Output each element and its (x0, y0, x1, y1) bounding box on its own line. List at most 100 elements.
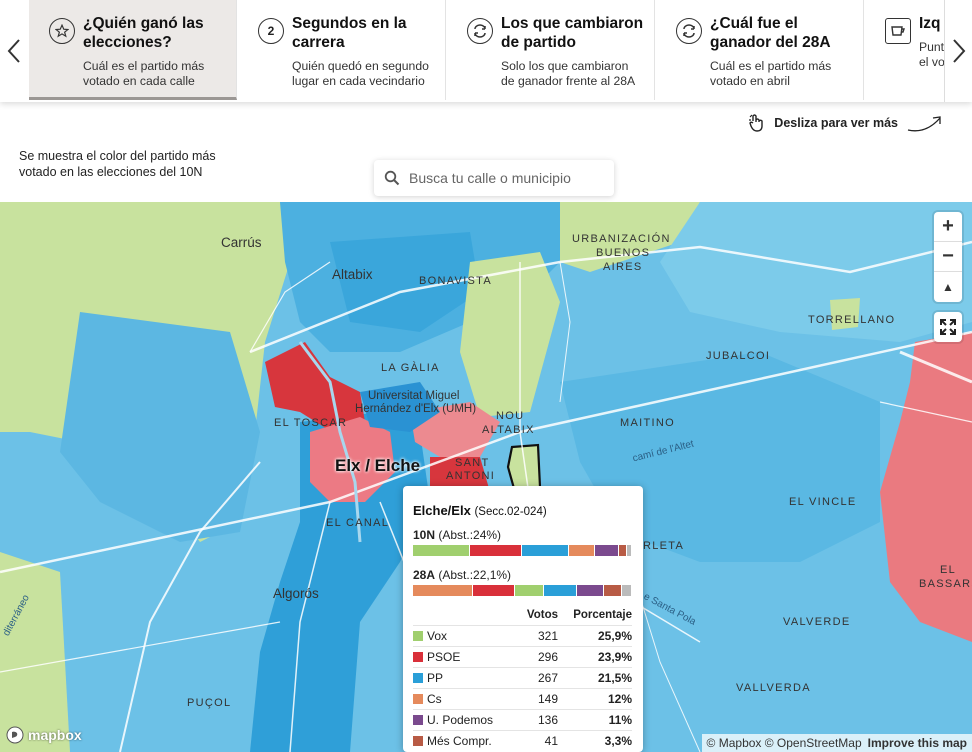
search-box[interactable] (374, 160, 614, 196)
bar-segment (413, 545, 470, 556)
party-percentage: 25,9% (558, 625, 632, 647)
place-label: ALTABIX (482, 424, 535, 436)
attribution-text[interactable]: © Mapbox © OpenStreetMap (706, 736, 862, 750)
search-input[interactable] (409, 170, 599, 186)
tab-description: Punt el vo (919, 40, 945, 69)
bar-segment (595, 545, 620, 556)
tab-title: Izq (919, 15, 941, 32)
tab-title: Segundos en la carrera (292, 15, 407, 51)
city-label: Elx / Elche (335, 456, 421, 475)
table-row: Cs 149 12% (413, 688, 632, 710)
party-name: Cs (427, 688, 517, 710)
place-label: AIRES (603, 261, 643, 273)
bar-segment (619, 545, 627, 556)
party-name: PP (427, 667, 517, 689)
bar-segment (522, 545, 570, 556)
compass-button[interactable]: ▲ (934, 272, 962, 302)
number-two-icon: 2 (258, 18, 284, 44)
party-votes: 267 (516, 667, 558, 689)
place-label: PUÇOL (187, 697, 232, 709)
star-icon (49, 18, 75, 44)
place-label: VALLVERDA (736, 682, 811, 694)
place-label: MAITINO (620, 417, 675, 429)
tab-title: ¿Quién ganó las elecciones? (83, 15, 204, 51)
place-label: Altabix (332, 267, 373, 282)
election-10n: 10N (Abst.:24%) (413, 528, 633, 542)
mapbox-logo[interactable]: mapbox (6, 726, 82, 744)
chevron-right-icon (952, 39, 965, 63)
bar-segment (603, 585, 623, 596)
next-tab-button[interactable] (944, 0, 972, 102)
party-percentage: 12% (558, 688, 632, 710)
place-label: BASSARS (919, 578, 972, 590)
party-votes: 149 (516, 688, 558, 710)
mapbox-icon (6, 726, 24, 744)
party-percentage: 21,5% (558, 667, 632, 689)
party-percentage: 11% (558, 709, 632, 731)
place-label: EL VINCLE (789, 496, 857, 508)
map-base (0, 202, 972, 752)
table-row: U. Podemos 136 11% (413, 709, 632, 731)
tab-description: Cuál es el partido más votado en cada ca… (83, 59, 205, 88)
election-map[interactable]: Carrús Altabix BONAVISTA URBANIZACIÓN BU… (0, 202, 972, 752)
swap-icon (467, 18, 493, 44)
party-name: Vox (427, 625, 517, 647)
swipe-hand-icon (749, 114, 763, 132)
bar-segment (514, 585, 545, 596)
party-votes: 136 (516, 709, 558, 731)
place-label: NOU (496, 410, 525, 422)
party-name: PSOE (427, 646, 517, 668)
percentage-header: Porcentaje (573, 609, 632, 621)
party-percentage: 23,9% (558, 646, 632, 668)
table-row: PP 267 21,5% (413, 667, 632, 689)
fullscreen-button[interactable] (934, 312, 962, 342)
popup-place: Elche/Elx (413, 503, 471, 518)
prev-tab-button[interactable] (0, 0, 28, 102)
election-abstention: (Abst.:24%) (438, 528, 502, 542)
search-icon (384, 170, 400, 186)
swap-icon (676, 18, 702, 44)
party-swatch (413, 646, 427, 668)
results-bar-10n (413, 545, 632, 556)
party-swatch (413, 730, 427, 752)
place-label: EL CANAL (326, 517, 390, 529)
bar-segment (469, 545, 523, 556)
tab-izquierda[interactable]: Izq Punt el vo (865, 0, 945, 100)
map-caption: Se muestra el color del partido más vota… (19, 149, 216, 179)
place-label: Universitat Miguel (368, 390, 460, 402)
table-row: Vox 321 25,9% (413, 625, 632, 647)
tab-description: Cuál es el partido más votado en abril (710, 59, 832, 88)
table-row: Més Compr. 41 3,3% (413, 730, 632, 752)
tab-title: ¿Cuál fue el ganador del 28A (710, 15, 831, 51)
election-name: 28A (413, 568, 436, 582)
tab-ganador-28a[interactable]: ¿Cuál fue el ganador del 28A Cuál es el … (656, 0, 864, 100)
place-label: VALVERDE (783, 616, 851, 628)
election-28a: 28A (Abst.:22,1%) (413, 568, 633, 582)
bar-segment (413, 585, 474, 596)
results-table: Votos Porcentaje Vox 321 25,9% PSOE 296 23,9%… (413, 606, 632, 752)
tab-segundos[interactable]: 2 Segundos en la carrera Quién quedó en … (238, 0, 446, 100)
mapbox-logo-text: mapbox (28, 727, 82, 743)
map-attribution: © Mapbox © OpenStreetMap Improve this map (701, 734, 972, 752)
fullscreen-control (934, 312, 962, 342)
zoom-in-button[interactable]: + (934, 212, 962, 242)
results-bar-28a (413, 585, 632, 596)
party-votes: 321 (516, 625, 558, 647)
bar-segment (577, 585, 604, 596)
compass-icon: ▲ (942, 280, 954, 294)
party-swatch (413, 667, 427, 689)
zoom-out-button[interactable]: − (934, 242, 962, 272)
place-label: Hernández d'Elx (UMH) (355, 403, 477, 415)
place-label: ANTONI (446, 470, 496, 482)
place-label: EL TOSCAR (274, 417, 348, 429)
election-abstention: (Abst.:22,1%) (438, 568, 512, 582)
chevron-left-icon (7, 39, 20, 63)
place-label: TORRELLANO (808, 314, 896, 326)
party-swatch (413, 625, 427, 647)
tab-quien-gano[interactable]: ¿Quién ganó las elecciones? Cuál es el p… (29, 0, 237, 100)
party-header (413, 606, 516, 626)
tab-cambiaron[interactable]: Los que cambiaron de partido Solo los qu… (447, 0, 655, 100)
improve-map-link[interactable]: Improve this map (867, 736, 967, 750)
place-label: BUENOS (596, 247, 651, 259)
swipe-hint: Desliza para ver más (748, 112, 944, 134)
